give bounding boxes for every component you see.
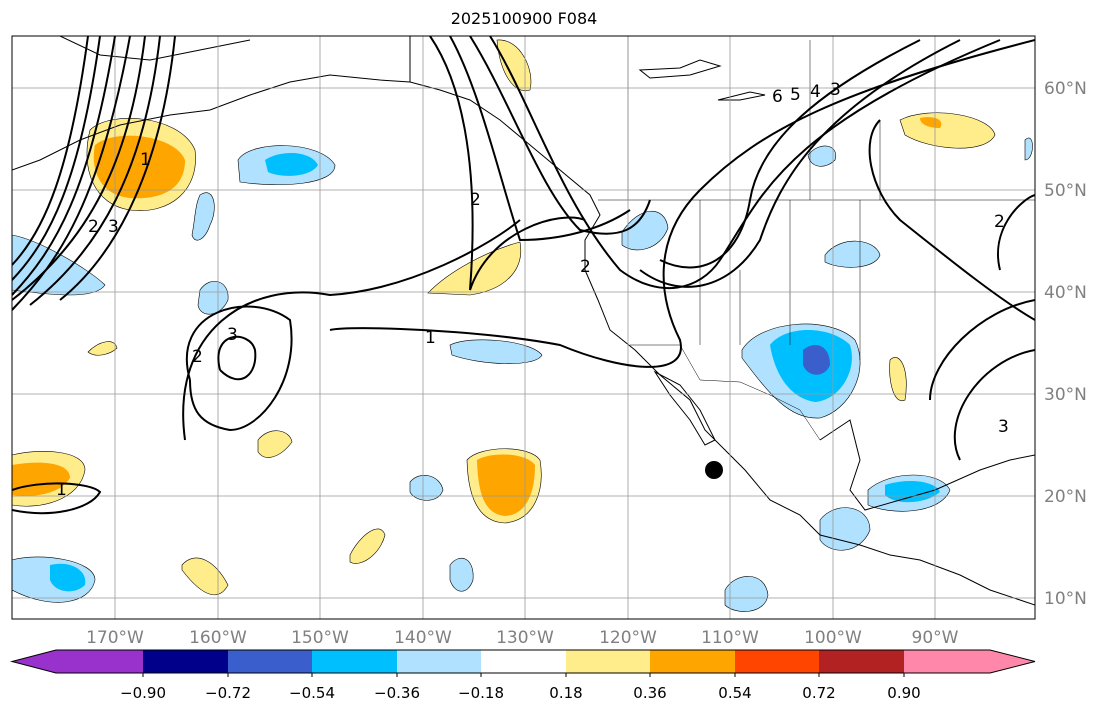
lat-label: 30°N [1044, 385, 1087, 405]
positive-anomaly [889, 357, 907, 402]
colorbar-segment [819, 650, 904, 673]
contour-label: 2 [192, 347, 203, 367]
contour-label: 6 [772, 87, 783, 107]
negative-anomaly [819, 507, 871, 551]
anomaly-fills [12, 39, 1033, 612]
colorbar-tick-label: 0.36 [633, 684, 666, 702]
positive-anomaly [920, 117, 942, 128]
colorbar-tick-label: −0.90 [120, 684, 166, 702]
negative-anomaly [803, 345, 830, 375]
negative-anomaly [191, 192, 215, 241]
contour-label: 2 [994, 212, 1005, 232]
contour-label: 3 [998, 417, 1009, 437]
lat-label: 40°N [1044, 283, 1087, 303]
positive-anomaly [257, 430, 293, 458]
negative-anomaly [449, 557, 474, 592]
contour-labels: 1 1 2 3 2 3 2 1 6 5 4 3 2 3 2 [56, 80, 1009, 500]
negative-anomaly [50, 563, 86, 592]
positive-anomaly [349, 528, 386, 564]
positive-anomaly [87, 341, 118, 356]
lat-label: 50°N [1044, 181, 1087, 201]
positive-anomaly [496, 39, 532, 92]
negative-anomaly [807, 145, 837, 167]
negative-anomaly [265, 153, 318, 176]
negative-anomaly [724, 576, 769, 612]
colorbar-segment [143, 650, 228, 673]
chart-title: 2025100900 F084 [450, 9, 598, 28]
lat-label: 20°N [1044, 487, 1087, 507]
contour-label: 2 [470, 190, 481, 210]
colorbar-segment [650, 650, 735, 673]
map-frame [11, 35, 1036, 620]
colorbar-tick-label: 0.54 [718, 684, 751, 702]
longitude-labels: 170°W 160°W 150°W 140°W 130°W 120°W 110°… [86, 628, 959, 648]
colorbar-tick-label: 0.18 [549, 684, 582, 702]
negative-anomaly [824, 240, 881, 268]
positive-anomaly [93, 135, 185, 199]
colorbar: −0.90 −0.72 −0.54 −0.36 −0.18 0.18 0.36 0.54 0.7… [10, 649, 1036, 702]
colorbar-tick-label: −0.36 [374, 684, 420, 702]
colorbar-outline [10, 649, 1036, 674]
contour-label: 1 [56, 480, 67, 500]
positive-anomaly [181, 557, 229, 596]
positive-anomaly [427, 241, 522, 296]
contour-label: 5 [790, 85, 801, 105]
lon-label: 150°W [291, 628, 349, 648]
contour-label: 1 [425, 328, 436, 348]
colorbar-segment [228, 650, 312, 673]
height-contours [12, 36, 1035, 515]
negative-anomaly [885, 480, 940, 503]
contour-label: 3 [108, 217, 119, 237]
colorbar-segment [397, 650, 481, 673]
map-area: 1 1 2 3 2 3 2 1 6 5 4 3 2 3 2 [12, 36, 1035, 619]
lat-label: 60°N [1044, 79, 1087, 99]
colorbar-extend-high [904, 650, 1035, 673]
contour-label: 3 [227, 325, 238, 345]
latitude-labels: 60°N 50°N 40°N 30°N 20°N 10°N [1044, 79, 1087, 609]
colorbar-segment [735, 650, 819, 673]
station-marker [705, 461, 723, 479]
contour-label: 3 [830, 80, 841, 100]
colorbar-tick-label: 0.90 [887, 684, 920, 702]
negative-anomaly [409, 475, 444, 501]
colorbar-tick-label: −0.54 [289, 684, 335, 702]
negative-anomaly [1024, 137, 1033, 161]
lon-label: 90°W [912, 628, 959, 648]
lon-label: 140°W [394, 628, 452, 648]
negative-anomaly [449, 339, 543, 364]
colorbar-tick-label: −0.18 [458, 684, 504, 702]
lon-label: 110°W [701, 628, 759, 648]
contour-label: 4 [810, 82, 821, 102]
negative-anomaly [197, 281, 229, 315]
negative-anomaly [621, 211, 669, 251]
lon-label: 120°W [599, 628, 657, 648]
lat-label: 10°N [1044, 589, 1087, 609]
positive-anomaly [899, 112, 996, 149]
colorbar-segment [312, 650, 397, 673]
lon-label: 170°W [86, 628, 144, 648]
positive-anomaly [477, 454, 535, 516]
colorbar-segment [481, 650, 566, 673]
lon-label: 100°W [804, 628, 862, 648]
contour-label: 2 [88, 217, 99, 237]
lon-label: 160°W [189, 628, 247, 648]
colorbar-tick-label: −0.72 [205, 684, 251, 702]
lon-label: 130°W [496, 628, 554, 648]
colorbar-tick-label: 0.72 [802, 684, 835, 702]
contour-label: 1 [140, 150, 151, 170]
colorbar-extend-low [12, 650, 143, 673]
gridlines [12, 36, 1035, 619]
contour-label: 2 [580, 257, 591, 277]
positive-anomaly [12, 462, 70, 497]
colorbar-segment [566, 650, 650, 673]
coastlines [12, 36, 1035, 606]
